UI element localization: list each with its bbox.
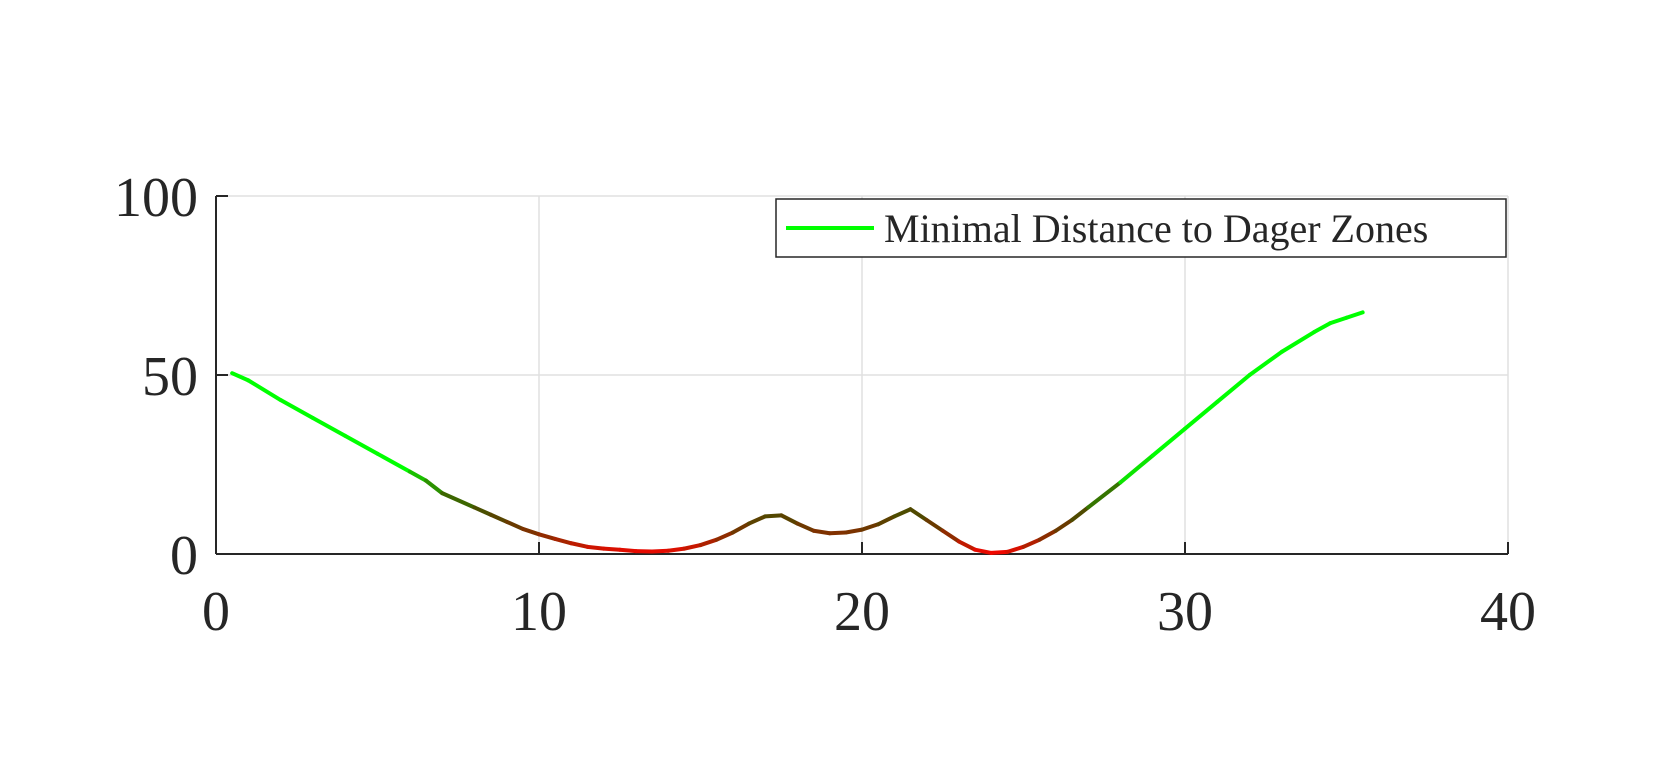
series-segment [1069, 505, 1091, 522]
series-segment [246, 378, 283, 403]
legend-label: Minimal Distance to Dager Zones [884, 206, 1428, 251]
series-segment [1150, 426, 1187, 458]
series-segment [1053, 517, 1074, 533]
series-segment [908, 507, 929, 522]
series-segment [520, 526, 541, 537]
series-segment [310, 415, 348, 438]
series-segment [1183, 399, 1220, 431]
legend[interactable]: Minimal Distance to Dager Zones [775, 198, 1507, 258]
series-segment [1005, 544, 1026, 554]
series-segment [1344, 310, 1365, 320]
x-tick-label: 10 [511, 581, 567, 643]
axes [215, 195, 1509, 555]
series-segment [1312, 321, 1333, 335]
series-segment [698, 537, 719, 548]
tick-labels: 0 10 20 30 40 0 50 100 [114, 167, 1536, 643]
series-segment [601, 546, 622, 552]
x-tick-label: 30 [1157, 581, 1213, 643]
series-segment [1037, 528, 1058, 542]
series-segment [860, 522, 881, 532]
series-segment [375, 451, 412, 474]
series-segment [488, 512, 509, 524]
series-segment [763, 513, 784, 519]
series-segment [504, 519, 525, 531]
series-layer [230, 310, 1365, 555]
series-segment [537, 532, 558, 541]
series-segment [440, 491, 477, 510]
series-segment [746, 514, 768, 526]
x-tick-label: 20 [834, 581, 890, 643]
series-segment [811, 528, 832, 536]
series-segment [407, 469, 428, 483]
series-segment [1118, 453, 1155, 485]
series-segment [1328, 315, 1349, 326]
y-tick-label: 100 [114, 167, 198, 229]
series-segment [1086, 480, 1123, 510]
series-segment [876, 514, 897, 527]
x-tick-label: 40 [1480, 581, 1536, 643]
series-segment [973, 547, 994, 555]
series-segment [843, 527, 864, 535]
y-tick-label: 50 [142, 346, 198, 408]
series-segment [924, 517, 945, 533]
series-segment [585, 544, 606, 551]
series-segment [650, 548, 671, 554]
series-line [230, 310, 1365, 555]
series-segment [666, 546, 687, 553]
series-segment [795, 521, 816, 533]
series-segment [892, 507, 913, 519]
series-segment [343, 433, 380, 456]
series-segment [1247, 349, 1284, 377]
series-segment [278, 398, 315, 420]
series-segment [956, 539, 978, 552]
series-segment [779, 513, 800, 526]
x-tick-label: 0 [202, 581, 230, 643]
y-tick-label: 0 [170, 525, 198, 587]
series-segment [730, 521, 751, 535]
series-segment [230, 371, 251, 383]
series-segment [714, 530, 735, 542]
series-segment [1021, 537, 1042, 549]
series-segment [423, 478, 445, 496]
series-segment [940, 528, 961, 544]
series-segment [569, 541, 590, 549]
series-segment [682, 543, 703, 551]
series-segment [989, 549, 1010, 555]
series-segment [1215, 373, 1252, 404]
legend-box [775, 198, 1507, 258]
series-segment [1279, 330, 1317, 354]
series-segment [827, 530, 848, 536]
series-segment [617, 547, 638, 554]
series-segment [553, 536, 574, 546]
series-segment [472, 505, 493, 517]
